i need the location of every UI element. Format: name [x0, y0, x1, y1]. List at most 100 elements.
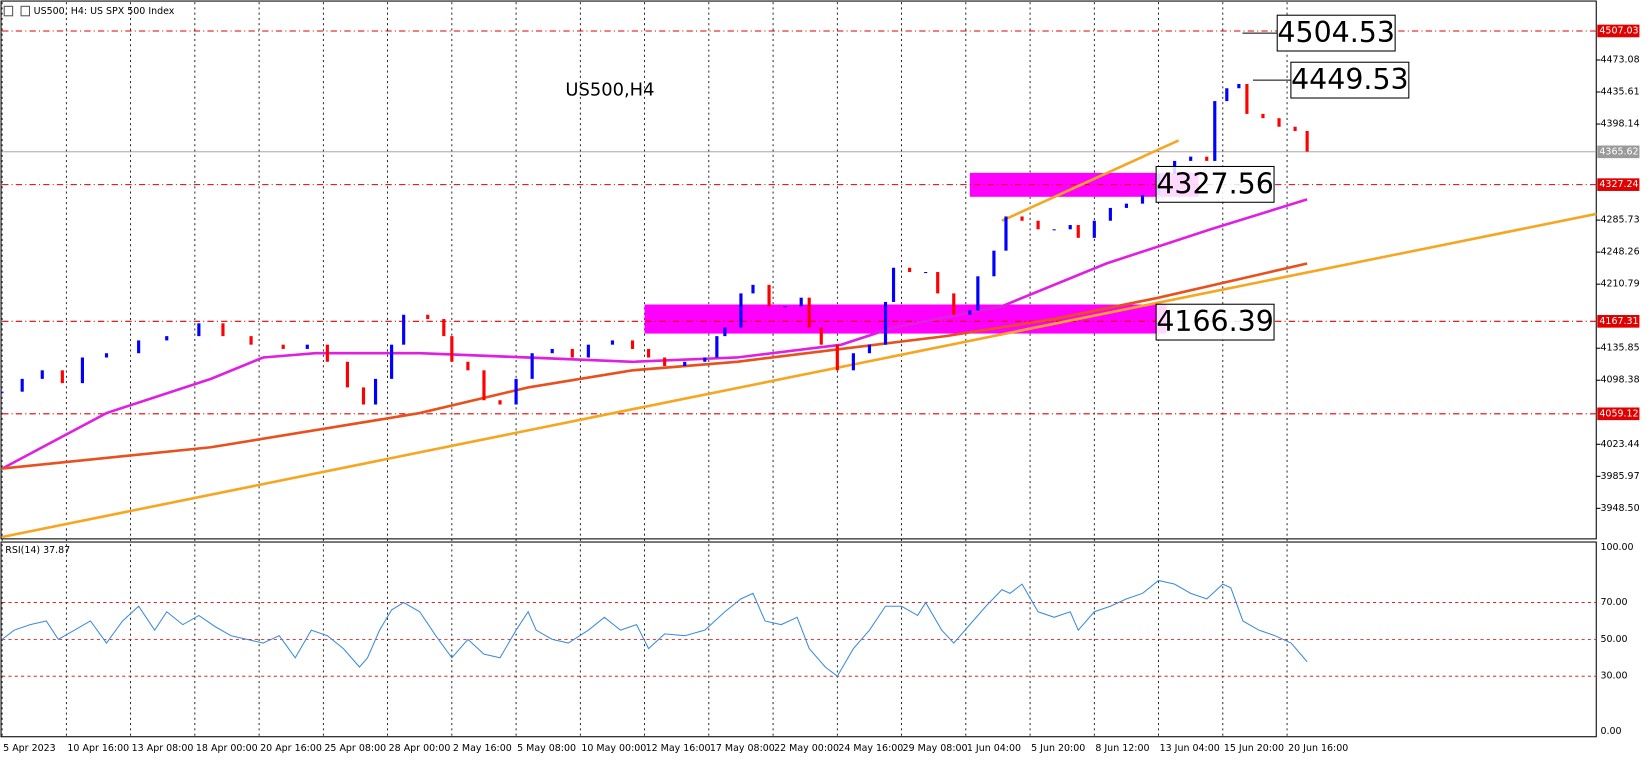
- annotation-label: 4166.39: [1156, 305, 1273, 338]
- candle: [1092, 220, 1096, 238]
- candle: [1205, 156, 1209, 161]
- x-tick-label: 13 Jun 04:00: [1160, 743, 1220, 754]
- x-tick-label: 5 Apr 2023: [3, 743, 56, 754]
- annotation-label: 4327.56: [1156, 167, 1273, 200]
- annotation-label: 4504.53: [1277, 16, 1394, 49]
- candle: [1140, 195, 1145, 204]
- y-tick-label: 70.00: [1600, 597, 1627, 608]
- annotation-box: [1155, 303, 1275, 341]
- y-tick-label: 3948.50: [1600, 503, 1639, 514]
- candle: [1225, 88, 1229, 102]
- candle: [715, 336, 719, 358]
- x-tick-label: 15 Jun 20:00: [1224, 743, 1284, 754]
- annotation-box: [1276, 14, 1396, 52]
- candle: [883, 301, 888, 345]
- candle: [450, 336, 454, 362]
- menu-icon[interactable]: [20, 5, 31, 17]
- y-tick-label: 4248.26: [1600, 247, 1639, 258]
- x-tick-label: 10 Apr 16:00: [67, 743, 129, 754]
- candle: [466, 361, 470, 371]
- candle: [835, 344, 839, 371]
- chart-subtitle: US500,H4: [565, 80, 654, 101]
- x-tick-label: 5 May 08:00: [517, 743, 576, 754]
- candle: [137, 340, 141, 354]
- candle: [426, 314, 430, 320]
- rsi-title: RSI(14) 37.87: [5, 545, 70, 556]
- candle: [723, 327, 727, 337]
- candle: [40, 370, 44, 379]
- candle: [968, 310, 972, 315]
- candle: [751, 284, 755, 294]
- y-tick-label: 50.00: [1600, 634, 1627, 645]
- candle: [783, 306, 787, 308]
- candle: [992, 250, 996, 277]
- candle: [1293, 126, 1297, 131]
- candle: [976, 276, 980, 311]
- candle: [663, 357, 667, 367]
- x-tick-label: 17 May 08:00: [710, 743, 775, 754]
- x-tick-label: 8 Jun 12:00: [1095, 743, 1149, 754]
- menu-icon[interactable]: [3, 5, 14, 17]
- candle: [1305, 130, 1309, 152]
- candle: [80, 357, 84, 384]
- candle: [647, 348, 651, 358]
- candle: [1052, 229, 1056, 231]
- candle: [586, 344, 590, 358]
- moving-average: [1, 262, 1308, 470]
- candle: [683, 361, 687, 367]
- candle: [325, 344, 329, 362]
- candle: [390, 344, 394, 379]
- price-tag-label: 4507.03: [1599, 25, 1638, 36]
- candle: [530, 353, 534, 379]
- price-tag-label: 4327.24: [1599, 179, 1638, 190]
- candle: [819, 327, 823, 345]
- x-tick-label: 18 Apr 00:00: [196, 743, 258, 754]
- price-tag-label: 4365.62: [1599, 146, 1638, 157]
- price-tag: [1597, 407, 1640, 421]
- candle: [1076, 225, 1080, 238]
- y-tick-label: 4135.85: [1600, 343, 1639, 354]
- candle: [221, 323, 225, 337]
- candle: [924, 272, 928, 274]
- x-tick-label: 25 Apr 08:00: [324, 743, 386, 754]
- trendline: [1001, 139, 1180, 222]
- x-tick-label: 22 May 00:00: [774, 743, 839, 754]
- x-tick-label: 13 Apr 08:00: [132, 743, 194, 754]
- candle: [703, 357, 707, 362]
- x-tick-label: 10 May 00:00: [581, 743, 646, 754]
- candle: [1277, 118, 1281, 127]
- y-tick-label: 4210.79: [1600, 279, 1639, 290]
- candle: [249, 336, 253, 345]
- candle: [767, 284, 771, 307]
- candle: [550, 348, 554, 354]
- candle: [1108, 207, 1112, 221]
- candle: [630, 340, 635, 349]
- candle: [482, 370, 486, 401]
- candle: [739, 293, 743, 328]
- price-tag: [1597, 178, 1640, 191]
- x-tick-label: 29 May 08:00: [903, 743, 968, 754]
- candle: [305, 344, 309, 349]
- candle: [807, 297, 811, 328]
- annotation-box: [1290, 61, 1410, 99]
- candle: [570, 348, 574, 358]
- y-tick-label: 0.00: [1600, 726, 1621, 737]
- main-panel-frame: [0, 0, 1597, 540]
- candle: [345, 361, 350, 388]
- y-tick-label: 30.00: [1600, 671, 1627, 682]
- candle: [442, 319, 446, 337]
- x-tick-label: 1 Jun 04:00: [967, 743, 1021, 754]
- y-tick-label: 4285.73: [1600, 215, 1639, 226]
- y-tick-label: 4023.44: [1600, 439, 1639, 450]
- candle: [799, 297, 803, 307]
- candle: [908, 267, 912, 273]
- price-tag-label: 4167.31: [1599, 316, 1638, 327]
- chart-title: US500, H4: US SPX 500 Index: [34, 6, 175, 17]
- x-tick-label: 12 May 16:00: [646, 743, 711, 754]
- x-tick-label: 28 Apr 00:00: [389, 743, 451, 754]
- candle: [1004, 216, 1008, 251]
- candle: [1245, 83, 1249, 114]
- x-tick-label: 20 Jun 16:00: [1288, 743, 1348, 754]
